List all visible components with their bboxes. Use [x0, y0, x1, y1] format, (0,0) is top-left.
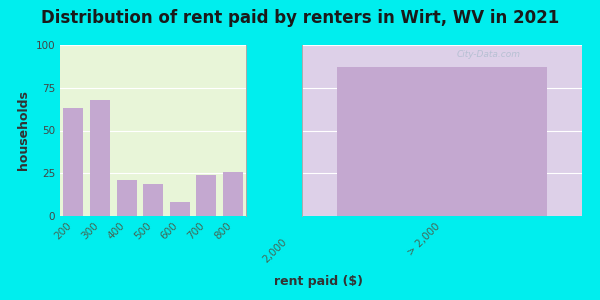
- Bar: [90, 100, 110, 216]
- Text: Distribution of rent paid by renters in Wirt, WV in 2021: Distribution of rent paid by renters in …: [41, 9, 559, 27]
- Bar: [64, 108, 83, 216]
- Y-axis label: households: households: [17, 91, 30, 170]
- Bar: [223, 172, 243, 216]
- Bar: [116, 180, 137, 216]
- Bar: [196, 175, 217, 216]
- Bar: [143, 184, 163, 216]
- Text: City-Data.com: City-Data.com: [456, 50, 520, 59]
- Bar: [337, 67, 547, 216]
- Bar: [170, 202, 190, 216]
- Text: rent paid ($): rent paid ($): [274, 275, 362, 288]
- Text: 2,000: 2,000: [260, 236, 289, 265]
